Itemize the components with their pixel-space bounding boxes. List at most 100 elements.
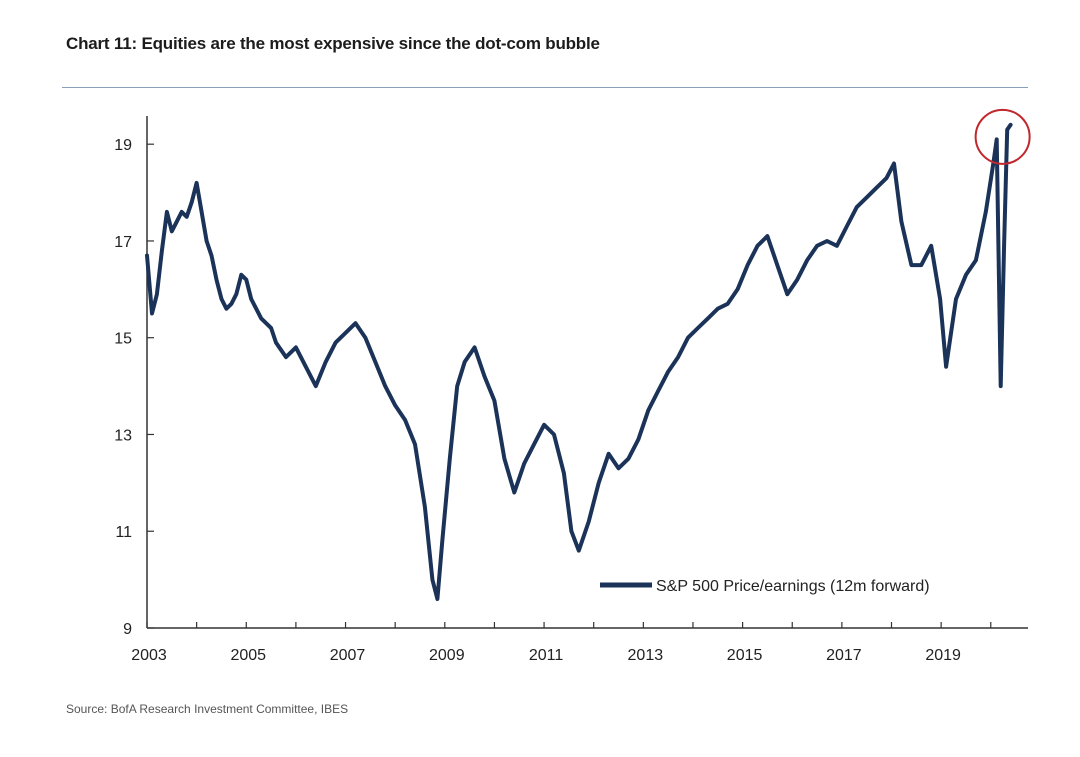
y-tick-label: 19 — [114, 137, 132, 154]
data-point — [513, 491, 516, 494]
data-point — [677, 356, 679, 358]
legend: S&P 500 Price/earnings (12m forward) — [600, 578, 930, 595]
data-point — [900, 220, 903, 223]
data-point — [578, 549, 580, 552]
data-point — [156, 293, 158, 295]
data-point — [533, 443, 535, 445]
data-point — [200, 211, 203, 213]
data-point — [597, 482, 600, 484]
data-point — [260, 317, 262, 320]
data-point — [250, 298, 253, 300]
data-point — [215, 278, 218, 281]
data-point — [975, 259, 977, 262]
data-point — [314, 385, 317, 387]
data-point — [190, 201, 193, 204]
data-point — [285, 356, 287, 358]
data-point — [910, 264, 913, 266]
data-point — [404, 419, 406, 421]
x-tick-label: 2009 — [429, 647, 465, 664]
data-point — [570, 530, 573, 533]
data-point — [473, 346, 476, 349]
data-point — [394, 404, 396, 407]
data-point — [210, 254, 213, 257]
data-point — [687, 336, 689, 339]
data-point — [846, 225, 848, 228]
data-point — [995, 138, 998, 141]
data-point — [939, 298, 941, 300]
data-point — [463, 361, 466, 363]
data-point — [826, 240, 828, 242]
data-point — [275, 341, 277, 344]
data-point — [175, 220, 178, 223]
data-point — [364, 336, 367, 339]
data-point — [441, 540, 444, 542]
data-point — [171, 230, 173, 233]
series-line — [145, 122, 1013, 601]
data-point — [448, 457, 451, 460]
data-point — [766, 235, 769, 237]
data-point — [875, 186, 878, 189]
title-divider — [62, 87, 1028, 88]
data-point — [855, 206, 858, 208]
data-point — [806, 259, 808, 262]
data-point — [697, 327, 699, 329]
data-point — [1003, 240, 1005, 242]
peak-highlight-circle — [974, 108, 1031, 165]
x-tick-label: 2013 — [628, 647, 664, 664]
y-tick-label: 9 — [123, 621, 132, 638]
data-point — [796, 278, 799, 281]
series-layer — [145, 122, 1013, 601]
data-point — [483, 375, 486, 378]
data-point — [161, 249, 163, 252]
data-point — [374, 361, 377, 363]
data-point — [456, 385, 459, 387]
data-point — [195, 182, 198, 184]
data-point — [930, 244, 933, 247]
data-point — [563, 472, 565, 474]
x-tick-label: 2017 — [826, 647, 862, 664]
data-point — [245, 278, 248, 281]
chart-title: Chart 11: Equities are the most expensiv… — [66, 34, 600, 53]
data-point — [324, 361, 327, 363]
data-point — [185, 215, 188, 218]
data-point — [1006, 128, 1008, 131]
data-point — [885, 177, 888, 179]
data-point — [436, 598, 439, 600]
source-note: Source: BofA Research Investment Committ… — [66, 702, 349, 716]
data-point — [166, 211, 168, 213]
data-point — [305, 365, 307, 368]
data-point — [637, 438, 640, 441]
data-point — [220, 298, 223, 300]
data-point — [523, 462, 526, 465]
data-point — [1009, 124, 1012, 126]
data-point — [657, 390, 660, 392]
y-tick-label: 11 — [115, 524, 132, 541]
data-point — [270, 327, 272, 329]
data-point — [816, 244, 818, 247]
x-tick-label: 2007 — [330, 647, 366, 664]
x-tick-label: 2015 — [727, 647, 763, 664]
data-point — [736, 288, 739, 291]
data-point — [553, 433, 555, 436]
data-point — [255, 307, 257, 310]
data-point — [965, 274, 967, 276]
data-point — [893, 162, 895, 165]
data-point — [414, 443, 416, 445]
x-tick-label: 2019 — [925, 647, 961, 664]
annotation-layer — [974, 108, 1031, 165]
data-point — [617, 467, 620, 470]
data-point — [836, 244, 838, 247]
data-point — [865, 196, 868, 199]
data-point — [920, 264, 923, 266]
data-point — [627, 457, 630, 460]
data-point — [424, 506, 426, 508]
data-point — [295, 346, 297, 349]
data-point — [334, 341, 337, 344]
data-point — [265, 322, 267, 325]
x-tick-label: 2011 — [529, 647, 564, 664]
data-point — [205, 240, 208, 242]
data-point — [384, 385, 387, 387]
data-point — [543, 424, 545, 426]
data-point — [146, 254, 148, 257]
